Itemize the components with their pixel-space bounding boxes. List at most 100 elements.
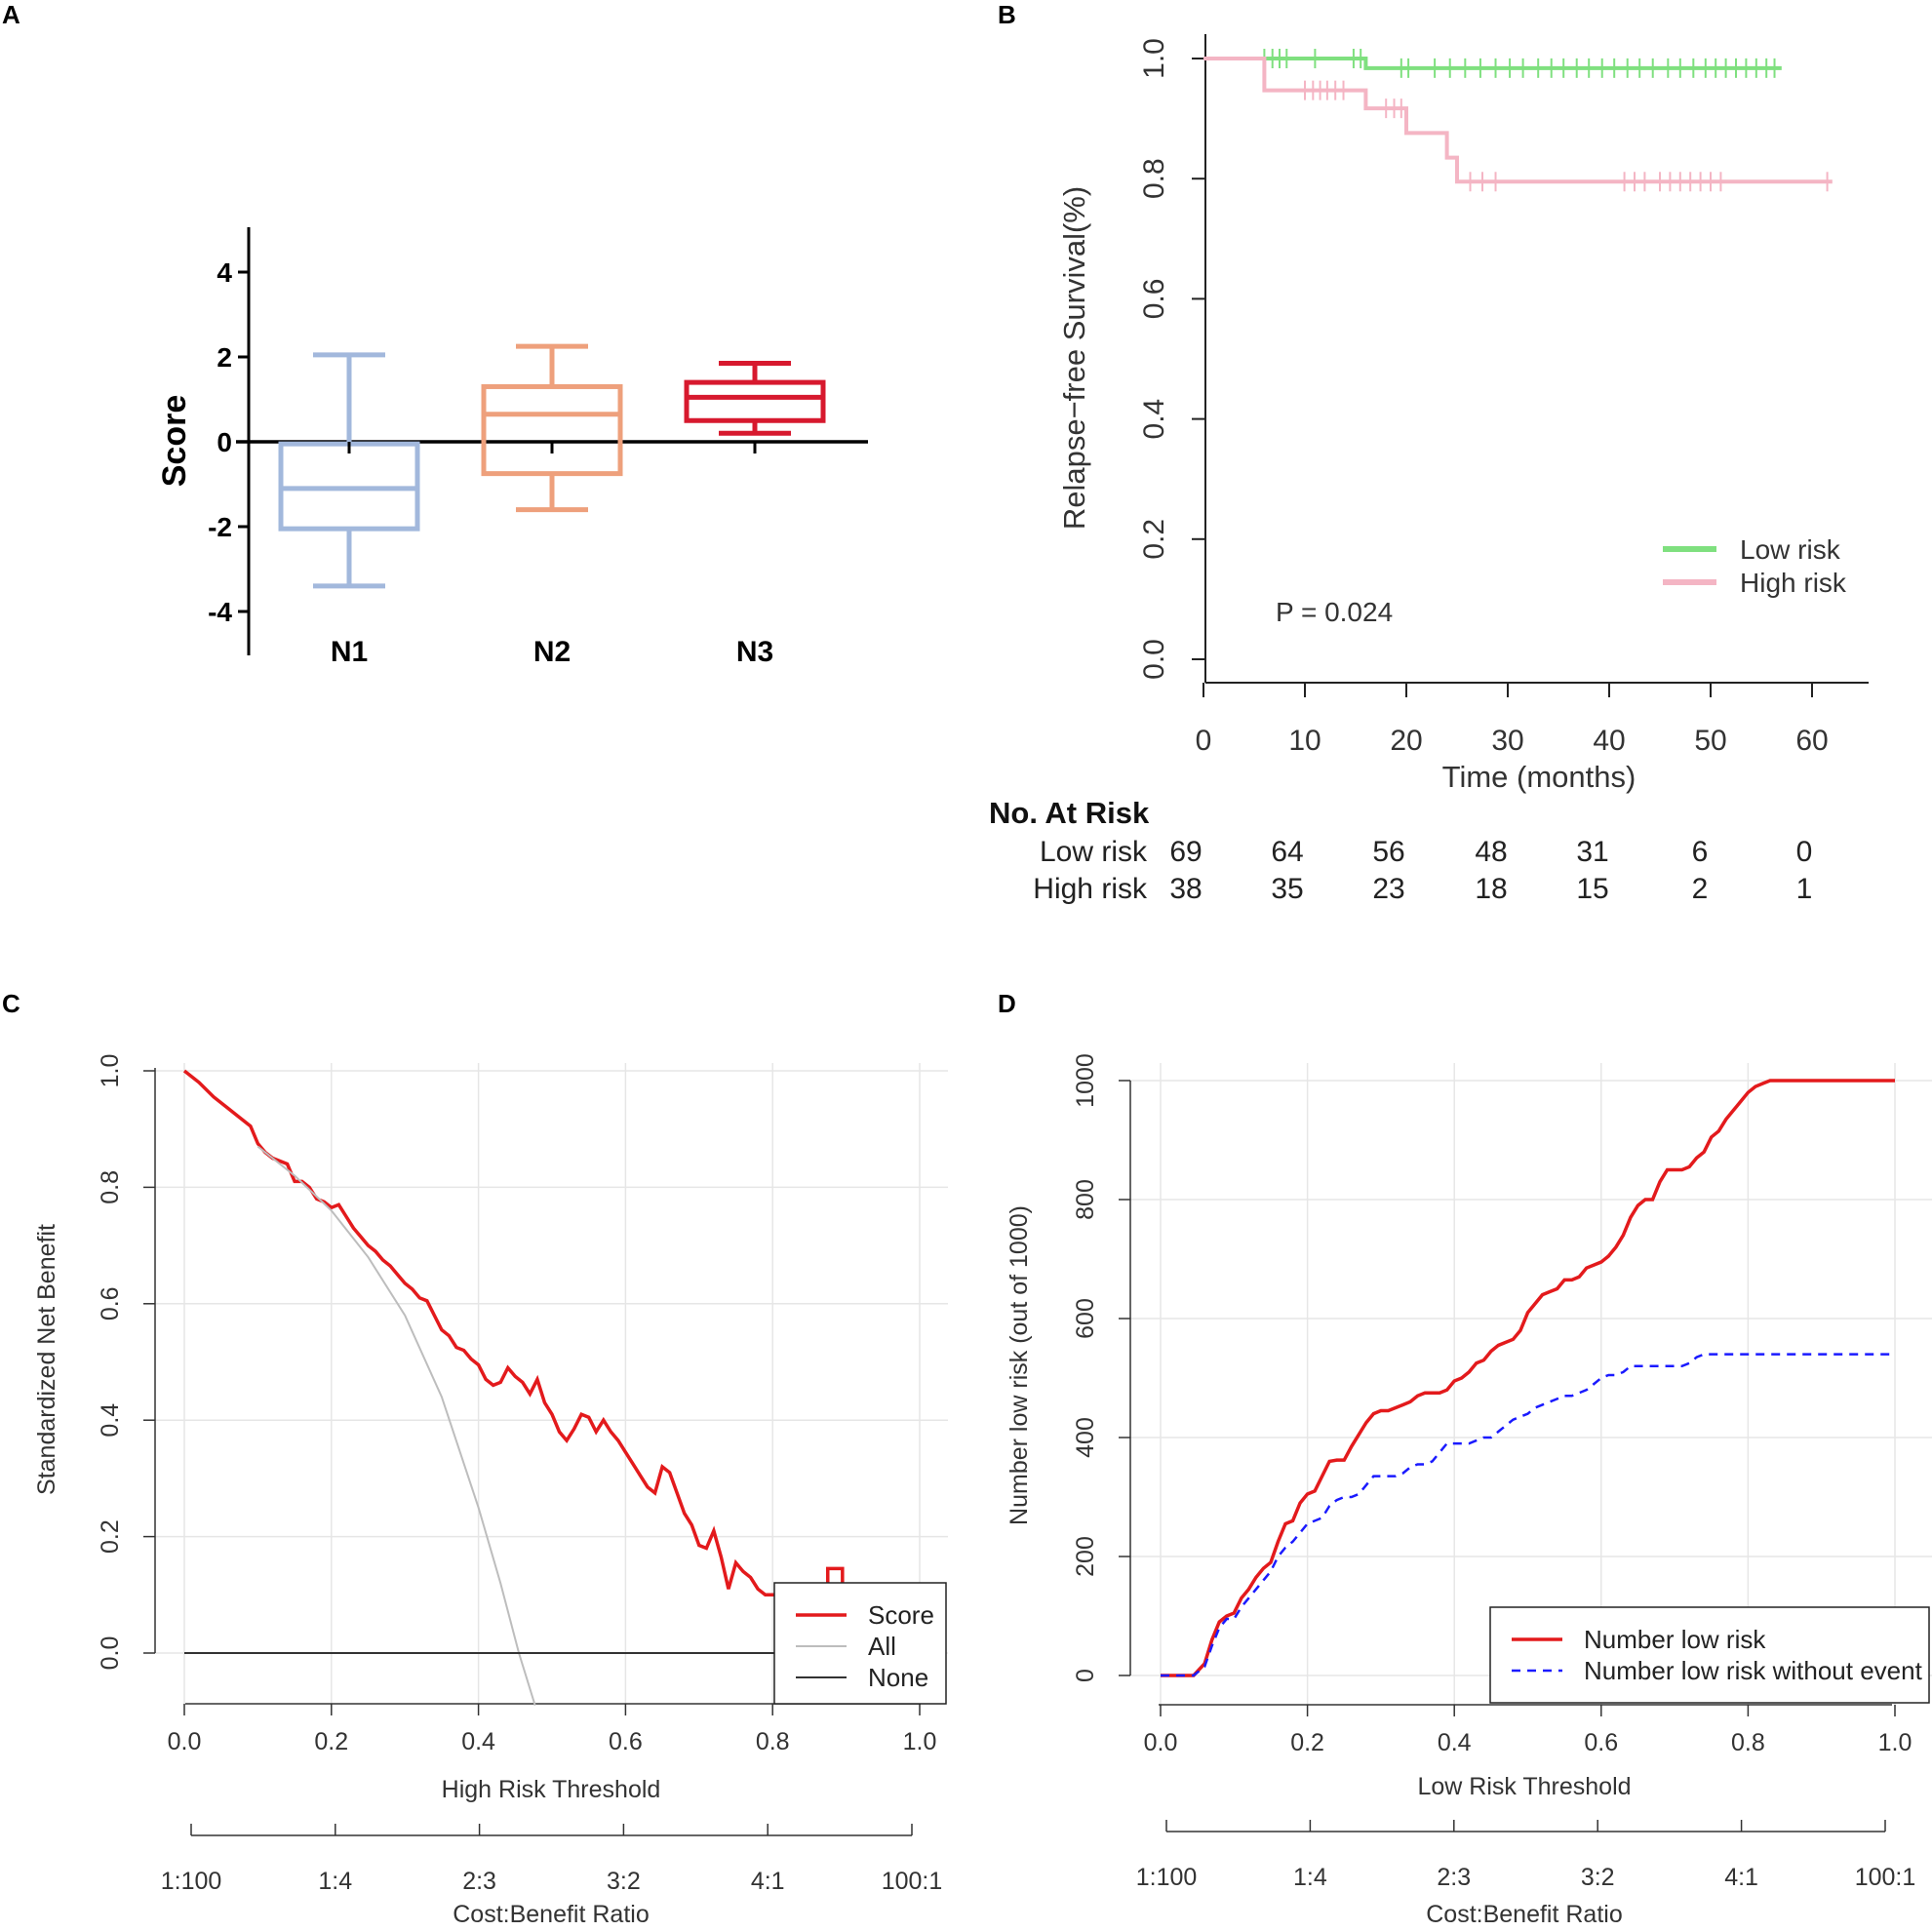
series-line-number-low-risk-without-event bbox=[1161, 1353, 1895, 1677]
km-ytick-label: 0.4 bbox=[1138, 399, 1170, 440]
risk-value: 18 bbox=[1475, 873, 1507, 905]
ytick-label: 0.4 bbox=[97, 1403, 124, 1438]
km-ytick-label: 0.0 bbox=[1138, 639, 1170, 680]
panel-letter-d: D bbox=[998, 989, 1016, 1018]
cost-tick-label: 2:3 bbox=[1437, 1864, 1471, 1891]
xtick-label: 0.0 bbox=[168, 1728, 202, 1755]
series-line-all bbox=[256, 1145, 536, 1707]
dc-legend-all: All bbox=[868, 1632, 896, 1661]
risk-value: 0 bbox=[1796, 836, 1813, 868]
ytick-label: 0.8 bbox=[97, 1170, 124, 1204]
km-ytick-label: 1.0 bbox=[1138, 38, 1170, 79]
km-ytick-label: 0.6 bbox=[1138, 279, 1170, 320]
km-ytick-label: 0.8 bbox=[1138, 158, 1170, 199]
risk-row-high-label: High risk bbox=[1033, 873, 1148, 905]
risk-table: No. At Risk Low risk High risk 69 64 56 48 3… bbox=[989, 796, 1812, 905]
cost-tick-label: 4:1 bbox=[1724, 1864, 1758, 1891]
risk-value: 48 bbox=[1475, 836, 1507, 868]
xtick-label: 0.6 bbox=[609, 1728, 643, 1755]
km-xtick-label: 50 bbox=[1694, 725, 1726, 757]
km-curve-low-risk bbox=[1203, 57, 1782, 70]
km-pvalue: P = 0.024 bbox=[1276, 597, 1393, 627]
dc-xlabel: High Risk Threshold bbox=[442, 1776, 661, 1803]
km-ylabel: Relapse−free Survival(%) bbox=[1057, 186, 1091, 530]
km-curve-high-risk bbox=[1203, 57, 1833, 184]
boxA-ylabel: Score bbox=[156, 395, 193, 488]
cost-tick-label: 1:4 bbox=[318, 1868, 352, 1895]
series-line-score-tail- bbox=[826, 1566, 845, 1584]
ci-xlabel: Low Risk Threshold bbox=[1417, 1773, 1631, 1800]
xtick-label: 0.0 bbox=[1144, 1729, 1178, 1756]
dc-ylabel: Standardized Net Benefit bbox=[33, 1224, 60, 1495]
dc-legend-score: Score bbox=[868, 1600, 934, 1630]
xtick-label: 0.2 bbox=[314, 1728, 348, 1755]
ci-ylabel: Number low risk (out of 1000) bbox=[1005, 1205, 1033, 1525]
panel-letter-c: C bbox=[2, 989, 20, 1018]
xtick-label: 0.4 bbox=[1438, 1729, 1472, 1756]
ytick-label: 1000 bbox=[1072, 1053, 1099, 1108]
risk-value: 64 bbox=[1271, 836, 1303, 868]
series-line-number-low-risk bbox=[1161, 1079, 1895, 1677]
risk-value: 56 bbox=[1372, 836, 1404, 868]
km-xlabel: Time (months) bbox=[1442, 760, 1636, 794]
risk-row-low-label: Low risk bbox=[1040, 836, 1148, 868]
km-legend-high: High risk bbox=[1740, 568, 1847, 598]
xtick-label: 1.0 bbox=[1878, 1729, 1912, 1756]
boxA-ytick-label: 2 bbox=[217, 342, 232, 373]
risk-value: 23 bbox=[1372, 873, 1404, 905]
xtick-label: 1.0 bbox=[903, 1728, 937, 1755]
ytick-label: 600 bbox=[1072, 1298, 1099, 1339]
boxA-box bbox=[481, 383, 623, 477]
cost-tick-label: 1:100 bbox=[161, 1868, 222, 1895]
risk-value: 1 bbox=[1796, 873, 1813, 905]
ytick-label: 800 bbox=[1072, 1179, 1099, 1220]
km-xtick-label: 40 bbox=[1593, 725, 1625, 757]
boxA-box bbox=[684, 379, 826, 423]
risk-value: 2 bbox=[1692, 873, 1709, 905]
cost-tick-label: 4:1 bbox=[751, 1868, 785, 1895]
dc-cost-label: Cost:Benefit Ratio bbox=[453, 1901, 650, 1928]
panel-b-km: 0.00.20.40.60.81.0 0 10 20 30 40 50 60 Time (m… bbox=[989, 34, 1869, 905]
km-xtick-label: 30 bbox=[1491, 725, 1523, 757]
risk-value: 35 bbox=[1271, 873, 1303, 905]
boxA-ytick-label: 4 bbox=[217, 257, 232, 288]
km-xtick-label: 0 bbox=[1196, 725, 1212, 757]
boxA-ytick-label: -2 bbox=[208, 512, 232, 542]
ytick-label: 1.0 bbox=[97, 1054, 124, 1088]
panel-letter-a: A bbox=[2, 0, 20, 29]
ytick-label: 0.0 bbox=[97, 1636, 124, 1671]
cost-tick-label: 1:100 bbox=[1136, 1864, 1198, 1891]
ci-legend-without-event: Number low risk without event bbox=[1584, 1656, 1923, 1685]
risk-value: 6 bbox=[1692, 836, 1709, 868]
km-xtick-label: 20 bbox=[1390, 725, 1422, 757]
ytick-label: 0 bbox=[1072, 1669, 1099, 1682]
panel-letter-b: B bbox=[998, 0, 1016, 29]
ytick-label: 200 bbox=[1072, 1536, 1099, 1577]
boxA-category-label: N1 bbox=[331, 636, 368, 668]
cost-tick-label: 2:3 bbox=[462, 1868, 496, 1895]
xtick-label: 0.2 bbox=[1290, 1729, 1324, 1756]
xtick-label: 0.8 bbox=[756, 1728, 790, 1755]
boxA-category-label: N3 bbox=[736, 636, 773, 668]
risk-value: 38 bbox=[1169, 873, 1202, 905]
ci-legend: Number low risk Number low risk without … bbox=[1489, 1606, 1930, 1704]
risk-value: 31 bbox=[1576, 836, 1608, 868]
xtick-label: 0.6 bbox=[1584, 1729, 1618, 1756]
panel-c-decision-curve: 0.0 0.2 0.4 0.6 0.8 1.0 0.0 0.2 0.4 0.6 0.8 1.0 1:… bbox=[33, 1054, 948, 1928]
dc-legend-box bbox=[773, 1582, 947, 1705]
km-ytick-label: 0.2 bbox=[1138, 519, 1170, 560]
cost-tick-label: 3:2 bbox=[1581, 1864, 1615, 1891]
boxA-ytick-label: 0 bbox=[217, 427, 232, 457]
dc-legend-none: None bbox=[868, 1663, 928, 1692]
ytick-label: 400 bbox=[1072, 1417, 1099, 1458]
risk-value: 69 bbox=[1169, 836, 1202, 868]
ci-legend-low: Number low risk bbox=[1584, 1625, 1766, 1654]
km-legend-low: Low risk bbox=[1740, 534, 1841, 565]
panel-a-boxplot: 4 2 0 -2 -4 N1 N2 N3 Score bbox=[156, 227, 868, 668]
xtick-label: 0.4 bbox=[461, 1728, 495, 1755]
ci-cost-label: Cost:Benefit Ratio bbox=[1426, 1901, 1623, 1928]
cost-tick-label: 1:4 bbox=[1293, 1864, 1327, 1891]
boxA-ytick-label: -4 bbox=[208, 597, 232, 627]
cost-tick-label: 100:1 bbox=[1855, 1864, 1916, 1891]
